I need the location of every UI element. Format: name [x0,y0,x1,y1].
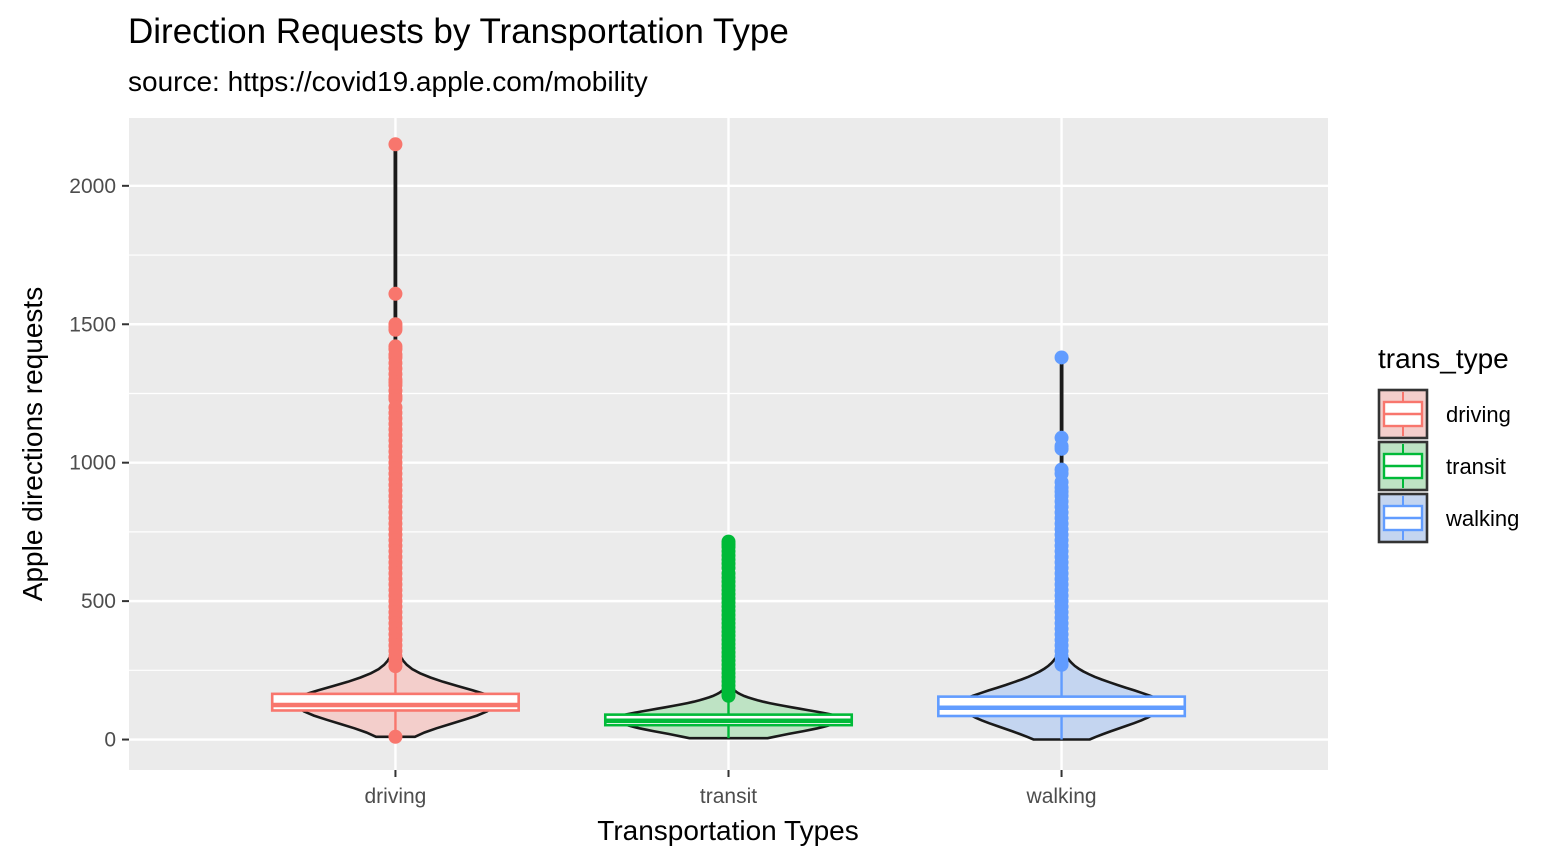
legend-item-walking: walking [1377,492,1519,544]
legend-item-transit: transit [1377,440,1506,492]
outlier-point [388,322,403,337]
outlier-point [1054,657,1069,672]
outlier-point [388,659,403,674]
x-tick-label: driving [365,785,427,808]
legend: trans_type driving transit walking [1377,343,1519,544]
outlier-points [388,137,1069,744]
outlier-point [721,688,736,703]
axes: 0 500 1000 1500 2000 driving transit walking [69,175,1096,808]
y-tick-label: 1000 [69,452,116,475]
chart-subtitle: source: https://covid19.apple.com/mobili… [128,66,648,97]
y-axis-title: Apple directions requests [17,287,48,601]
outlier-point [388,729,403,744]
y-tick-label: 500 [81,590,116,613]
y-tick-label: 0 [104,729,116,752]
legend-label: transit [1446,454,1506,479]
x-axis-title: Transportation Types [597,815,858,846]
x-tick-label: walking [1026,785,1097,808]
legend-label: driving [1446,402,1511,427]
legend-item-driving: driving [1377,388,1511,440]
box-driving [270,692,520,712]
legend-label: walking [1445,506,1519,531]
x-tick-label: transit [700,785,757,808]
y-tick-label: 2000 [69,175,116,198]
outlier-point [1054,350,1069,365]
boxplots [270,666,1187,740]
outlier-point [1054,441,1069,456]
outlier-point [388,286,403,301]
chart-title: Direction Requests by Transportation Typ… [128,12,789,51]
y-tick-label: 1500 [69,313,116,336]
outlier-point [388,137,403,152]
legend-title: trans_type [1378,343,1509,374]
